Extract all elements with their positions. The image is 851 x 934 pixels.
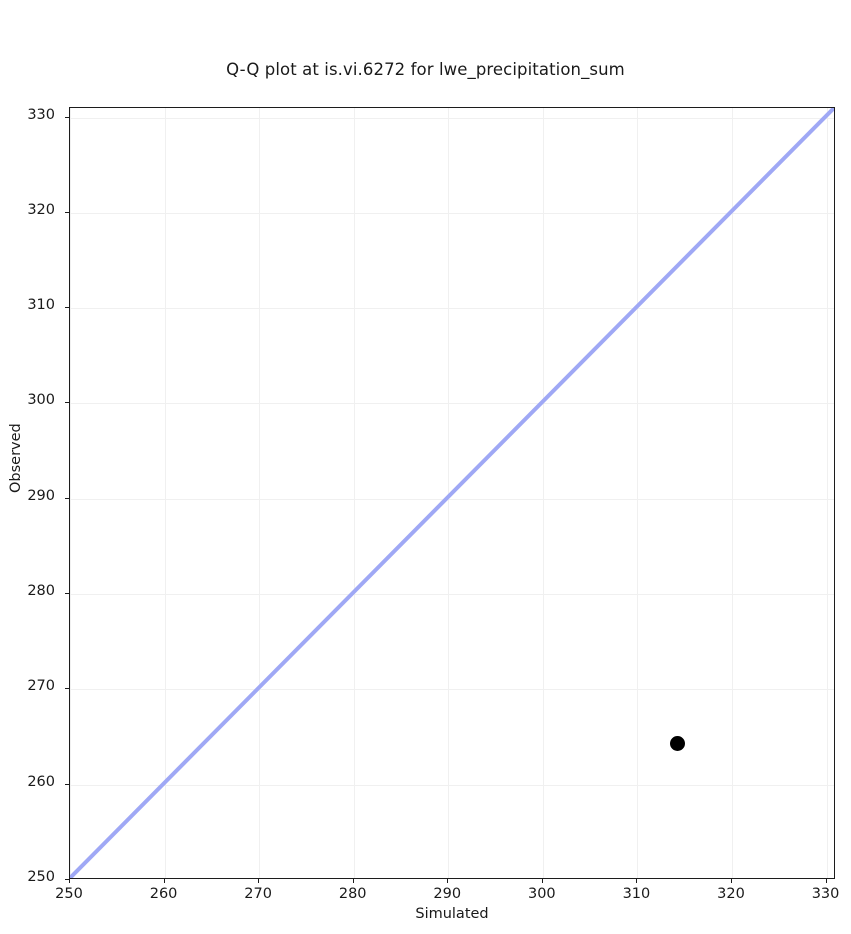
y-axis-tick — [65, 688, 69, 690]
gridline-vertical — [448, 108, 450, 878]
gridline-horizontal — [70, 689, 834, 691]
gridline-vertical — [542, 108, 544, 878]
x-axis-tick — [69, 879, 70, 883]
gridline-horizontal — [70, 784, 834, 786]
plot-area — [69, 107, 835, 879]
y-axis-tick-label: 270 — [27, 678, 55, 695]
y-axis-tick — [65, 402, 69, 404]
y-axis-tick — [65, 593, 69, 595]
gridline-horizontal — [70, 117, 834, 119]
x-axis-tick-label: 260 — [149, 886, 178, 902]
x-axis-tick-label: 270 — [244, 886, 272, 902]
gridline-vertical — [731, 108, 733, 878]
gridline-horizontal — [70, 403, 834, 405]
x-axis-tick-label: 330 — [811, 886, 840, 902]
gridline-vertical — [259, 108, 261, 878]
y-axis-tick-label: 330 — [27, 106, 55, 123]
x-axis-label: Simulated — [415, 906, 489, 922]
gridline-vertical — [826, 108, 828, 878]
gridline-horizontal — [70, 212, 834, 214]
chart-title-line-1: Q-Q plot at is.vi.6272 for lwe_precipita… — [226, 60, 625, 79]
x-axis-tick — [825, 879, 827, 883]
y-axis-tick-label: 320 — [27, 201, 55, 218]
x-axis-tick — [258, 879, 260, 883]
gridline-horizontal — [70, 308, 834, 310]
y-axis-tick — [65, 116, 69, 118]
x-axis-tick-label: 300 — [527, 886, 556, 902]
y-axis-tick — [65, 497, 69, 499]
y-axis-tick-label: 290 — [27, 487, 55, 504]
gridline-horizontal — [70, 594, 834, 596]
y-axis-tick-label: 250 — [27, 869, 55, 885]
y-axis-tick — [65, 879, 69, 880]
x-axis-tick-label: 320 — [717, 886, 745, 902]
y-axis-tick — [65, 307, 69, 309]
y-axis-tick-label: 280 — [27, 583, 55, 600]
gridline-horizontal — [70, 498, 834, 500]
x-axis-tick — [541, 879, 543, 883]
x-axis-tick-label: 250 — [55, 886, 83, 902]
y-axis-tick-label: 260 — [27, 773, 55, 790]
y-axis-tick — [65, 783, 69, 785]
y-axis-label: Observed — [8, 423, 24, 493]
gridline-vertical — [70, 108, 71, 878]
identity-reference-line — [70, 108, 834, 878]
y-axis-tick — [65, 211, 69, 213]
x-axis-tick-label: 280 — [338, 886, 367, 902]
x-axis-tick — [636, 879, 638, 883]
y-axis-tick-label: 310 — [27, 297, 55, 314]
x-axis-tick-label: 310 — [622, 886, 651, 902]
x-axis-tick — [352, 879, 354, 883]
x-axis-tick — [447, 879, 449, 883]
gridline-vertical — [353, 108, 355, 878]
gridline-vertical — [164, 108, 166, 878]
x-axis-tick — [730, 879, 732, 883]
x-axis-tick — [163, 879, 165, 883]
x-axis-tick-label: 290 — [433, 886, 462, 902]
y-axis-tick-label: 300 — [27, 392, 55, 409]
gridline-vertical — [637, 108, 639, 878]
data-point — [669, 736, 685, 752]
